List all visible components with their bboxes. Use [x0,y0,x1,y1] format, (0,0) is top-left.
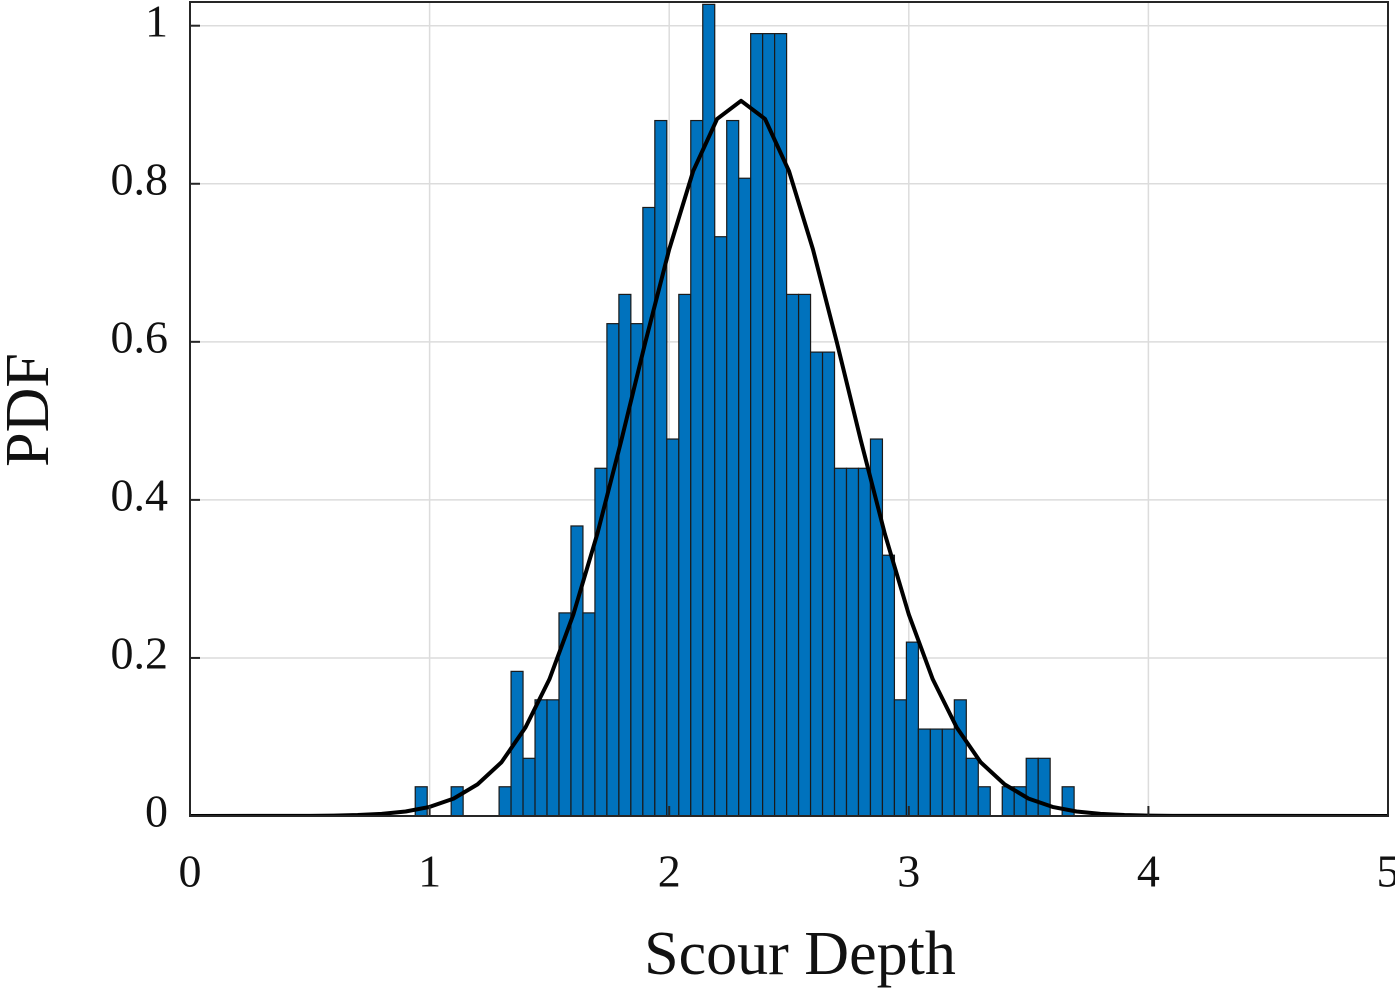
axes-box [189,1,1389,817]
bar [450,786,464,816]
bar [929,728,943,816]
bar [606,323,620,816]
bar [690,119,704,816]
bar [881,554,896,816]
bar [786,293,800,816]
x-axis-label: Scour Depth [644,920,956,988]
bar [750,33,764,816]
bar [666,438,680,816]
bar [977,786,991,816]
bar [809,351,824,816]
pdf-line [190,98,1388,816]
x-tick-label: 0 [179,846,202,897]
x-tick-label: 3 [897,846,920,897]
y-tick-label: 1 [145,0,168,46]
bar [738,177,752,816]
bar [510,670,524,816]
labels: 0 1 2 3 4 5 0 0.2 0.4 0.6 0.8 1 [111,0,1395,897]
bar [714,236,728,816]
bar [546,699,560,816]
bar [905,641,919,816]
lines [190,98,1388,816]
bar [953,699,967,816]
bar [762,33,776,816]
x-tick-label: 4 [1137,846,1160,897]
bar [941,728,955,816]
bar [654,119,668,816]
bar [833,467,848,816]
bar [522,757,536,816]
bar [857,467,872,816]
bar [498,786,512,816]
x-tick-label: 1 [418,846,441,897]
x-tick-label: 2 [658,846,681,897]
y-axis-label: PDF [0,353,62,467]
bar [917,728,931,816]
bar [797,293,812,816]
bar [893,699,908,816]
x-tick-label: 5 [1377,846,1395,897]
bar [845,467,860,816]
y-tick-label: 0.8 [111,153,169,204]
bar [1025,757,1039,816]
bar [414,786,428,816]
bar [534,699,548,816]
bar [726,119,740,816]
bar [618,293,632,816]
bar [821,351,836,816]
y-tick-label: 0.6 [111,311,169,362]
bar [678,293,692,816]
y-tick-label: 0.4 [111,469,169,520]
y-tick-label: 0.2 [111,628,169,679]
y-tick-label: 0 [145,786,168,837]
bar [642,206,656,816]
bar [965,757,979,816]
bar [582,612,596,816]
bars [414,3,1075,816]
bar [570,525,584,816]
